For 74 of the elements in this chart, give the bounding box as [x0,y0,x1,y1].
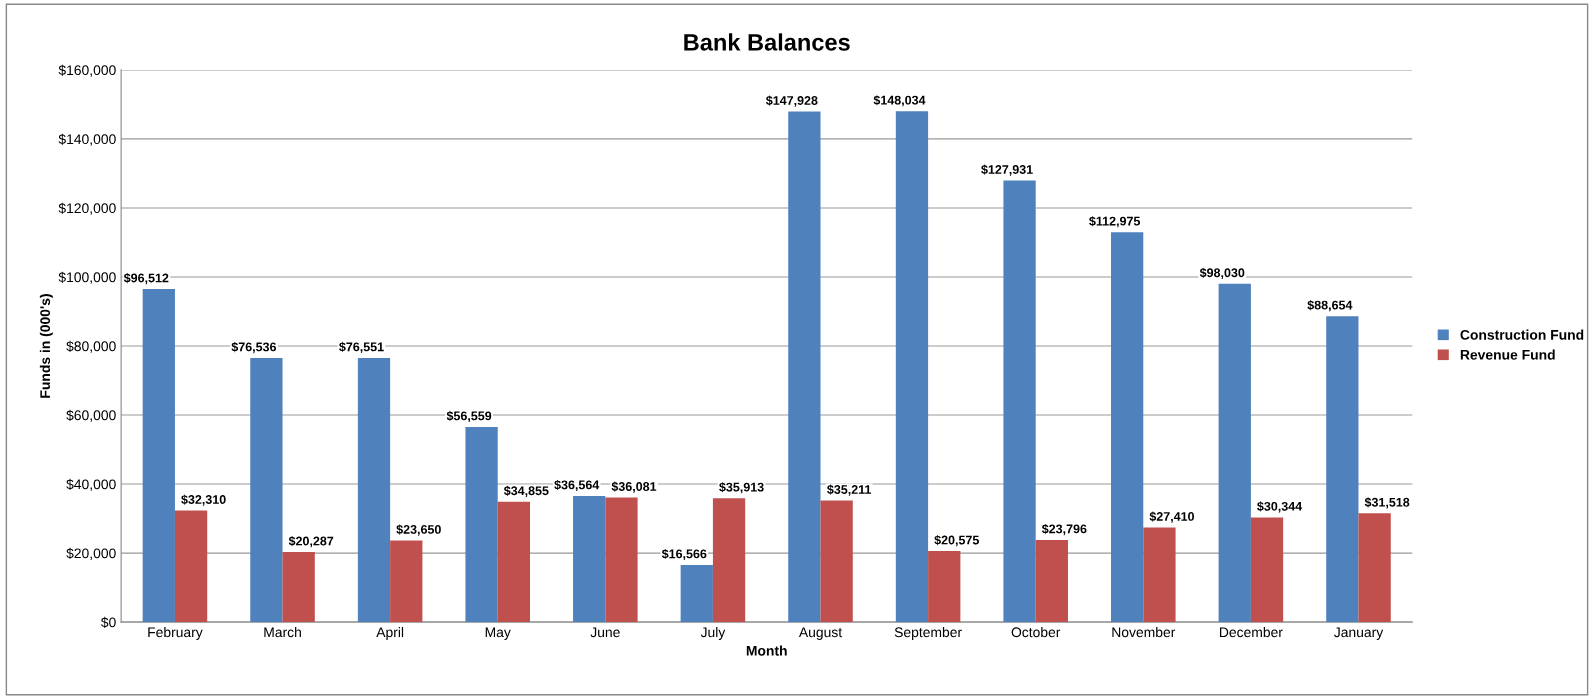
bar [1111,232,1144,623]
data-label: $88,654 [1307,300,1353,312]
bar [250,357,283,623]
x-tick-label: September [894,626,962,640]
y-tick-label: $120,000 [58,202,116,215]
data-label: $76,536 [231,341,277,354]
bar [174,510,208,623]
y-tick-label: $0 [100,616,116,629]
data-label: $27,410 [1149,511,1195,523]
y-tick-label: $160,000 [58,64,116,77]
x-tick-label: August [798,627,843,640]
y-tick-label: $40,000 [66,478,116,491]
x-axis-title: Month [746,645,787,656]
y-tick-label: $80,000 [66,340,116,353]
data-label: $20,575 [934,535,979,547]
bar [680,564,713,623]
x-tick-label: November [1112,626,1176,638]
data-label: $148,034 [873,95,926,107]
legend-label: Construction Fund [1460,329,1584,340]
data-label: $36,081 [611,481,657,493]
y-tick-label: $60,000 [66,409,116,422]
x-tick-label: October [1011,626,1061,638]
data-label: $98,030 [1199,267,1245,279]
chart-title: Bank Balances [684,33,850,51]
x-tick-label: December [1220,626,1283,638]
x-tick-label: March [264,626,301,638]
bar [1143,527,1176,623]
data-label: $30,344 [1257,501,1303,513]
bar [928,551,961,623]
y-tick-label: $140,000 [58,133,116,146]
bar [465,426,498,623]
data-label: $35,913 [719,482,764,494]
x-tick-label: May [485,627,511,640]
data-label: $23,796 [1041,523,1087,536]
data-label: $32,310 [181,494,226,506]
bar [573,495,606,623]
y-tick-label: $100,000 [58,271,116,284]
data-label: $20,287 [288,536,334,548]
data-label: $31,518 [1364,497,1410,509]
bar [497,501,530,623]
x-tick-label: February [148,626,203,640]
bar [1035,539,1068,623]
bar [895,111,929,623]
bar [788,111,821,623]
data-label: $36,564 [554,479,600,492]
legend-label: Revenue Fund [1460,349,1555,360]
bar [1003,180,1036,623]
bar [820,500,853,623]
data-label: $96,512 [123,272,169,285]
bar [1218,283,1251,623]
data-label: $147,928 [765,95,818,107]
y-tick-label: $20,000 [66,547,116,560]
x-tick-label: January [1334,627,1384,640]
y-axis-title: Funds in (000's) [39,294,53,398]
bar [1358,513,1391,623]
data-label: $23,650 [396,524,441,536]
x-tick-label: June [590,627,620,638]
x-tick-label: April [376,626,404,640]
data-label: $112,975 [1089,216,1141,228]
x-tick-label: July [700,626,726,640]
bar [357,357,391,623]
bar [1250,517,1284,623]
data-label: $76,551 [339,341,384,354]
bar [142,289,175,623]
bar [712,498,746,623]
data-label: $127,931 [981,164,1033,176]
data-label: $34,855 [503,485,549,497]
bar [390,540,423,623]
bar [1326,316,1359,623]
data-label: $16,566 [661,548,707,561]
data-label: $35,211 [827,484,872,496]
bar [605,497,638,623]
data-label: $56,559 [446,410,492,423]
bar [282,552,315,623]
